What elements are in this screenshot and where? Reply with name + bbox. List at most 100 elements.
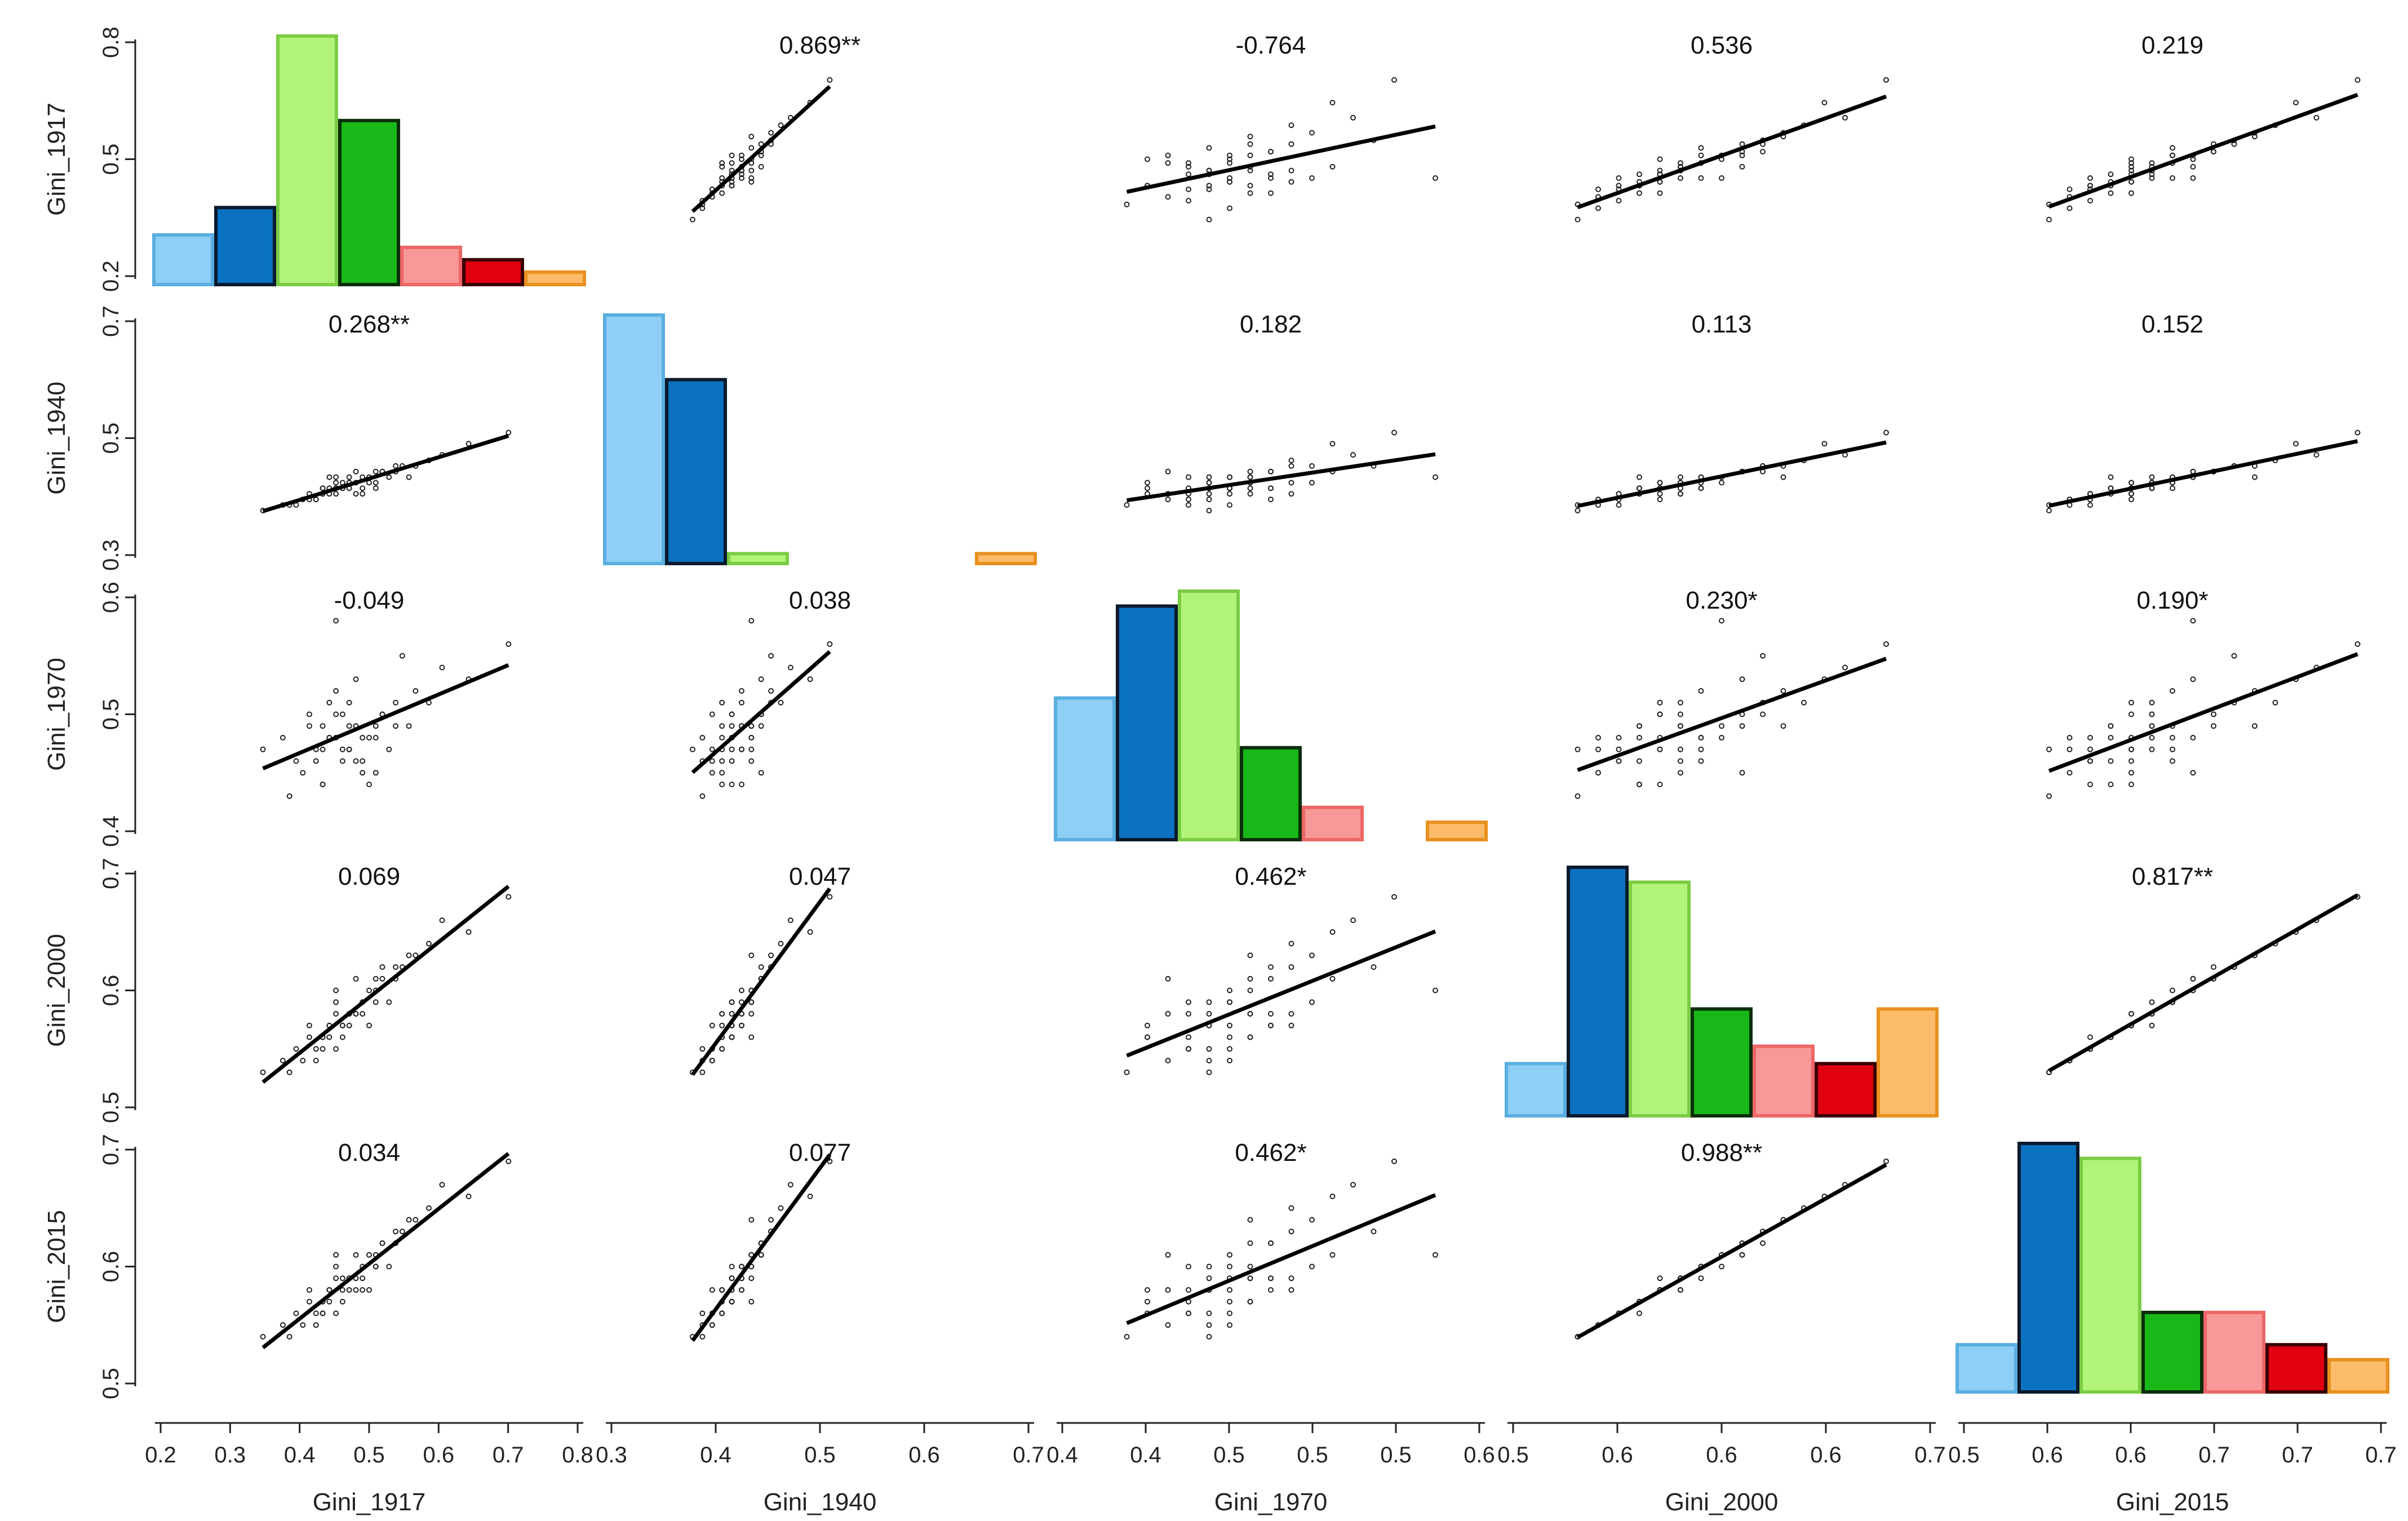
- regression-line: [1577, 440, 1887, 508]
- panel-Gini_2000-vs-Gini_1970: 0.462*: [1124, 863, 1438, 1075]
- scatter-point: [1391, 894, 1397, 900]
- scatter-point: [505, 1158, 512, 1164]
- scatter-point: [1227, 1298, 1232, 1305]
- scatter-point: [505, 429, 512, 436]
- y-variable-label: Gini_1917: [43, 103, 70, 216]
- scatter-point: [372, 735, 379, 740]
- y-tick-label: 0.3: [99, 539, 123, 571]
- scatter-point: [739, 1287, 744, 1293]
- scatter-point: [1883, 429, 1889, 436]
- correlation-label: 0.182: [1240, 311, 1302, 338]
- scatter-point: [2293, 441, 2299, 447]
- regression-line: [2048, 92, 2358, 209]
- scatter-point: [1186, 160, 1191, 166]
- scatter-point: [379, 975, 385, 982]
- scatter-point: [1186, 502, 1191, 508]
- scatter-point: [1657, 746, 1663, 752]
- x-tick-label: 0.6: [2115, 1443, 2147, 1467]
- scatter-point: [2170, 758, 2175, 764]
- histogram-bar: [400, 245, 462, 286]
- scatter-point: [2128, 758, 2134, 764]
- scatter-point: [300, 1058, 306, 1063]
- scatter-point: [719, 770, 725, 776]
- scatter-point: [1247, 468, 1253, 475]
- correlation-label: 0.113: [1692, 311, 1752, 338]
- scatter-point: [1227, 160, 1232, 166]
- regression-line: [261, 885, 510, 1084]
- scatter-point: [1657, 496, 1663, 503]
- histogram-bar: [1815, 1062, 1877, 1118]
- scatter-point: [1637, 190, 1642, 196]
- scatter-point: [286, 1334, 292, 1340]
- scatter-point: [1247, 1275, 1253, 1281]
- scatter-point: [1268, 1240, 1274, 1246]
- scatter-point: [1575, 746, 1581, 752]
- scatter-point: [2108, 782, 2114, 787]
- scatter-point: [1268, 1022, 1274, 1028]
- histogram-bar: [462, 258, 524, 286]
- regression-line: [691, 85, 831, 213]
- correlation-label: 0.988**: [1681, 1139, 1762, 1167]
- scatter-point: [2170, 145, 2175, 151]
- scatter-point: [1657, 711, 1663, 717]
- scatter-point: [758, 723, 764, 729]
- scatter-point: [2108, 735, 2114, 740]
- scatter-point: [719, 782, 725, 787]
- correlation-label: -0.049: [334, 587, 405, 614]
- scatter-point: [1698, 485, 1704, 491]
- scatter-point: [1186, 187, 1191, 192]
- scatter-point: [439, 664, 445, 671]
- histogram-bar: [1877, 1007, 1939, 1118]
- regression-line: [1577, 94, 1887, 210]
- scatter-point: [1616, 746, 1622, 752]
- scatter-point: [333, 688, 339, 694]
- regression-line: [2048, 439, 2358, 508]
- scatter-point: [787, 1182, 793, 1188]
- scatter-point: [1575, 508, 1581, 513]
- scatter-point: [1616, 735, 1622, 740]
- scatter-point: [326, 699, 332, 706]
- scatter-point: [465, 441, 472, 447]
- scatter-point: [2066, 187, 2073, 192]
- correlation-label: 0.230*: [1686, 587, 1757, 614]
- scatter-point: [2128, 782, 2134, 787]
- scatter-point: [2149, 723, 2155, 729]
- panel-Gini_1917-vs-Gini_2015: 0.219: [2046, 32, 2361, 223]
- scatter-point: [2128, 179, 2134, 185]
- panel-Gini_2015-vs-Gini_1917: 0.034: [260, 1139, 512, 1350]
- scatter-point: [2149, 1022, 2155, 1028]
- scatter-point: [1739, 1252, 1745, 1258]
- scatter-point: [1206, 491, 1212, 497]
- scatter-point: [1678, 770, 1683, 776]
- scatter-point: [1288, 463, 1294, 469]
- panel-Gini_1917-vs-Gini_1970: -0.764: [1124, 32, 1438, 223]
- scatter-point: [339, 1275, 345, 1281]
- scatter-point: [1206, 1069, 1212, 1075]
- histogram-bar: [214, 206, 276, 286]
- scatter-point: [787, 917, 793, 923]
- scatter-point: [300, 770, 306, 776]
- scatter-point: [1247, 1011, 1253, 1017]
- scatter-point: [2170, 987, 2175, 994]
- scatter-point: [758, 964, 764, 970]
- scatter-point: [787, 664, 793, 671]
- scatter-point: [1268, 964, 1274, 970]
- x-variable-label: Gini_1940: [764, 1488, 877, 1516]
- scatter-point: [1288, 491, 1294, 497]
- scatter-point: [1247, 1240, 1253, 1246]
- scatter-point: [739, 688, 744, 694]
- scatter-point: [2087, 746, 2093, 752]
- scatter-point: [426, 1205, 432, 1211]
- scatter-point: [339, 1287, 345, 1293]
- scatter-point: [313, 496, 319, 503]
- scatter-point: [1616, 502, 1622, 508]
- scatter-point: [426, 941, 432, 947]
- x-tick-label: 0.4: [284, 1443, 316, 1467]
- scatter-point: [1391, 429, 1397, 436]
- regression-line: [1126, 1193, 1436, 1325]
- scatter-point: [1678, 723, 1683, 729]
- scatter-point: [1247, 183, 1253, 189]
- panel-Gini_1970-vs-Gini_2000: 0.230*: [1575, 587, 1889, 799]
- scatter-point: [1206, 508, 1212, 513]
- y-tick-label: 0.5: [99, 699, 123, 730]
